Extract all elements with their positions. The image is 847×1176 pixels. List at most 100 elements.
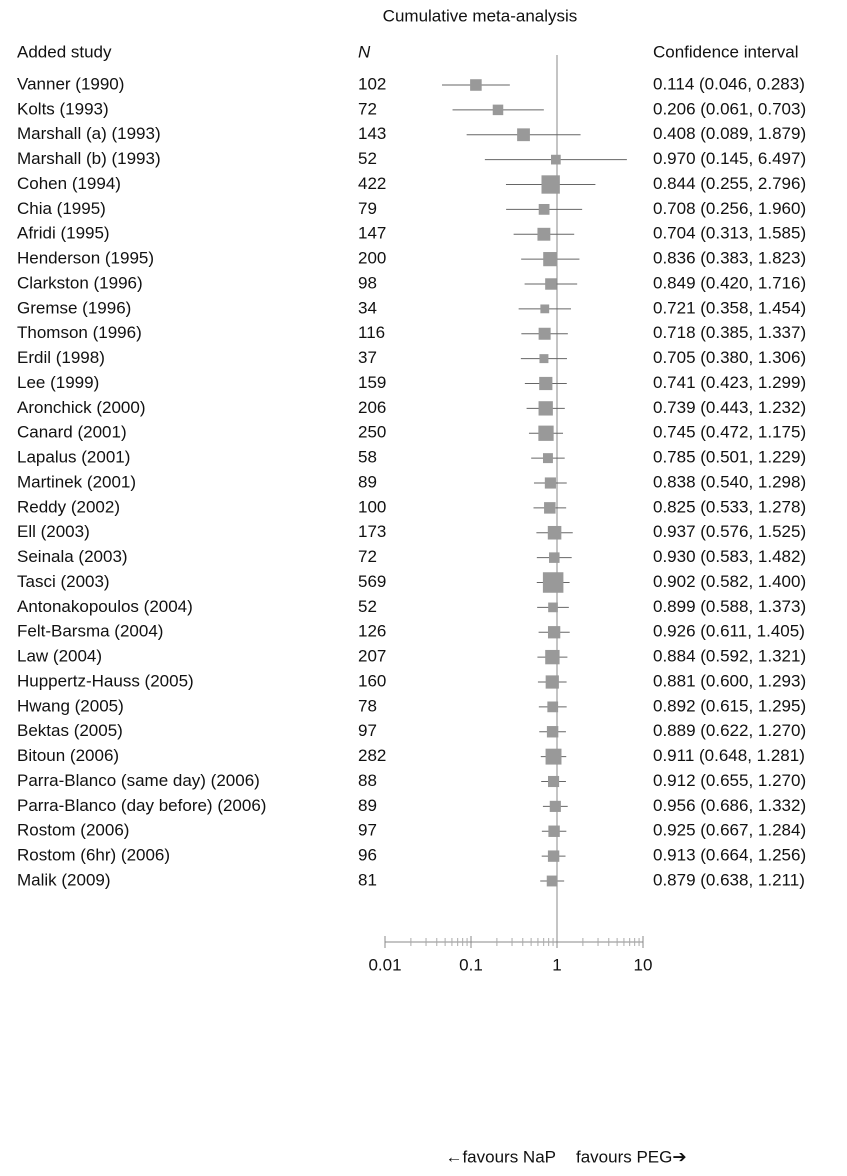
estimate-marker	[548, 602, 558, 613]
estimate-marker	[538, 401, 553, 416]
estimate-marker	[544, 477, 556, 489]
ci-label: 0.745 (0.472, 1.175)	[653, 423, 806, 442]
estimate-marker	[470, 79, 482, 91]
x-tick-label: 1	[552, 955, 561, 974]
study-label: Tasci (2003)	[17, 572, 110, 591]
study-label: Malik (2009)	[17, 870, 111, 889]
ci-label: 0.838 (0.540, 1.298)	[653, 472, 806, 491]
estimate-marker	[549, 800, 561, 812]
n-label: 89	[358, 796, 377, 815]
n-label: 81	[358, 870, 377, 889]
ci-label: 0.913 (0.664, 1.256)	[653, 846, 806, 865]
ci-label: 0.937 (0.576, 1.525)	[653, 522, 806, 541]
n-label: 79	[358, 199, 377, 218]
ci-label: 0.708 (0.256, 1.960)	[653, 199, 806, 218]
estimate-marker	[549, 552, 560, 563]
n-label: 207	[358, 647, 386, 666]
study-label: Parra-Blanco (same day) (2006)	[17, 771, 260, 790]
n-label: 102	[358, 74, 386, 93]
ci-label: 0.889 (0.622, 1.270)	[653, 721, 806, 740]
study-label: Reddy (2002)	[17, 497, 120, 516]
estimate-marker	[537, 227, 551, 241]
study-label: Chia (1995)	[17, 199, 106, 218]
study-label: Martinek (2001)	[17, 472, 136, 491]
n-label: 206	[358, 398, 386, 417]
n-label: 72	[358, 99, 377, 118]
estimate-marker	[546, 875, 558, 887]
estimate-marker	[545, 748, 562, 765]
ci-label: 0.911 (0.648, 1.281)	[653, 746, 805, 765]
study-label: Clarkston (1996)	[17, 273, 143, 292]
study-label: Afridi (1995)	[17, 224, 110, 243]
estimate-marker	[541, 175, 560, 194]
n-label: 143	[358, 124, 386, 143]
estimate-marker	[539, 354, 549, 364]
ci-label: 0.825 (0.533, 1.278)	[653, 497, 806, 516]
n-label: 98	[358, 273, 377, 292]
ci-label: 0.892 (0.615, 1.295)	[653, 696, 806, 715]
ci-label: 0.912 (0.655, 1.270)	[653, 771, 806, 790]
estimate-marker	[492, 104, 504, 116]
estimate-marker	[538, 327, 551, 340]
column-header: Added study	[17, 42, 112, 61]
ci-label: 0.705 (0.380, 1.306)	[653, 348, 806, 367]
study-label: Law (2004)	[17, 647, 102, 666]
ci-label: 0.721 (0.358, 1.454)	[653, 298, 806, 317]
n-label: 159	[358, 373, 386, 392]
n-label: 52	[358, 597, 377, 616]
estimate-marker	[551, 154, 561, 165]
annotation: favours PEG➔	[576, 1147, 687, 1166]
x-tick-label: 0.01	[368, 955, 401, 974]
ci-label: 0.704 (0.313, 1.585)	[653, 224, 806, 243]
annotation: ←favours NaP	[445, 1147, 556, 1166]
ci-label: 0.902 (0.582, 1.400)	[653, 572, 806, 591]
column-header: Confidence interval	[653, 42, 799, 61]
n-label: 97	[358, 721, 377, 740]
ci-label: 0.956 (0.686, 1.332)	[653, 796, 806, 815]
ci-label: 0.899 (0.588, 1.373)	[653, 597, 806, 616]
n-label: 78	[358, 696, 377, 715]
ci-label: 0.836 (0.383, 1.823)	[653, 249, 806, 268]
estimate-marker	[545, 675, 559, 689]
estimate-marker	[548, 775, 560, 788]
n-label: 282	[358, 746, 386, 765]
n-label: 100	[358, 497, 386, 516]
chart-title: Cumulative meta-analysis	[383, 6, 578, 25]
n-label: 96	[358, 846, 377, 865]
estimate-marker	[538, 203, 550, 215]
estimate-marker	[545, 649, 560, 665]
ci-label: 0.206 (0.061, 0.703)	[653, 99, 806, 118]
estimate-marker	[547, 525, 562, 540]
estimate-marker	[544, 502, 556, 514]
study-label: Cohen (1994)	[17, 174, 121, 193]
study-label: Aronchick (2000)	[17, 398, 146, 417]
estimate-marker	[547, 626, 561, 639]
ci-label: 0.741 (0.423, 1.299)	[653, 373, 806, 392]
estimate-marker	[540, 304, 550, 314]
study-label: Erdil (1998)	[17, 348, 105, 367]
estimate-marker	[546, 726, 559, 738]
ci-label: 0.884 (0.592, 1.321)	[653, 647, 806, 666]
study-label: Bitoun (2006)	[17, 746, 119, 765]
estimate-marker	[547, 701, 559, 713]
n-label: 147	[358, 224, 386, 243]
n-label: 58	[358, 448, 377, 467]
x-tick-label: 10	[634, 955, 653, 974]
ci-label: 0.930 (0.583, 1.482)	[653, 547, 806, 566]
study-label: Rostom (2006)	[17, 821, 129, 840]
ci-label: 0.408 (0.089, 1.879)	[653, 124, 806, 143]
ci-label: 0.114 (0.046, 0.283)	[653, 74, 805, 93]
n-label: 126	[358, 622, 386, 641]
n-label: 569	[358, 572, 386, 591]
n-label: 250	[358, 423, 386, 442]
study-label: Ell (2003)	[17, 522, 90, 541]
ci-label: 0.881 (0.600, 1.293)	[653, 671, 806, 690]
study-label: Rostom (6hr) (2006)	[17, 846, 170, 865]
estimate-marker	[538, 425, 554, 441]
n-label: 160	[358, 671, 386, 690]
study-label: Kolts (1993)	[17, 99, 109, 118]
ci-label: 0.718 (0.385, 1.337)	[653, 323, 806, 342]
column-header: N	[358, 42, 371, 61]
n-label: 97	[358, 821, 377, 840]
study-label: Gremse (1996)	[17, 298, 131, 317]
